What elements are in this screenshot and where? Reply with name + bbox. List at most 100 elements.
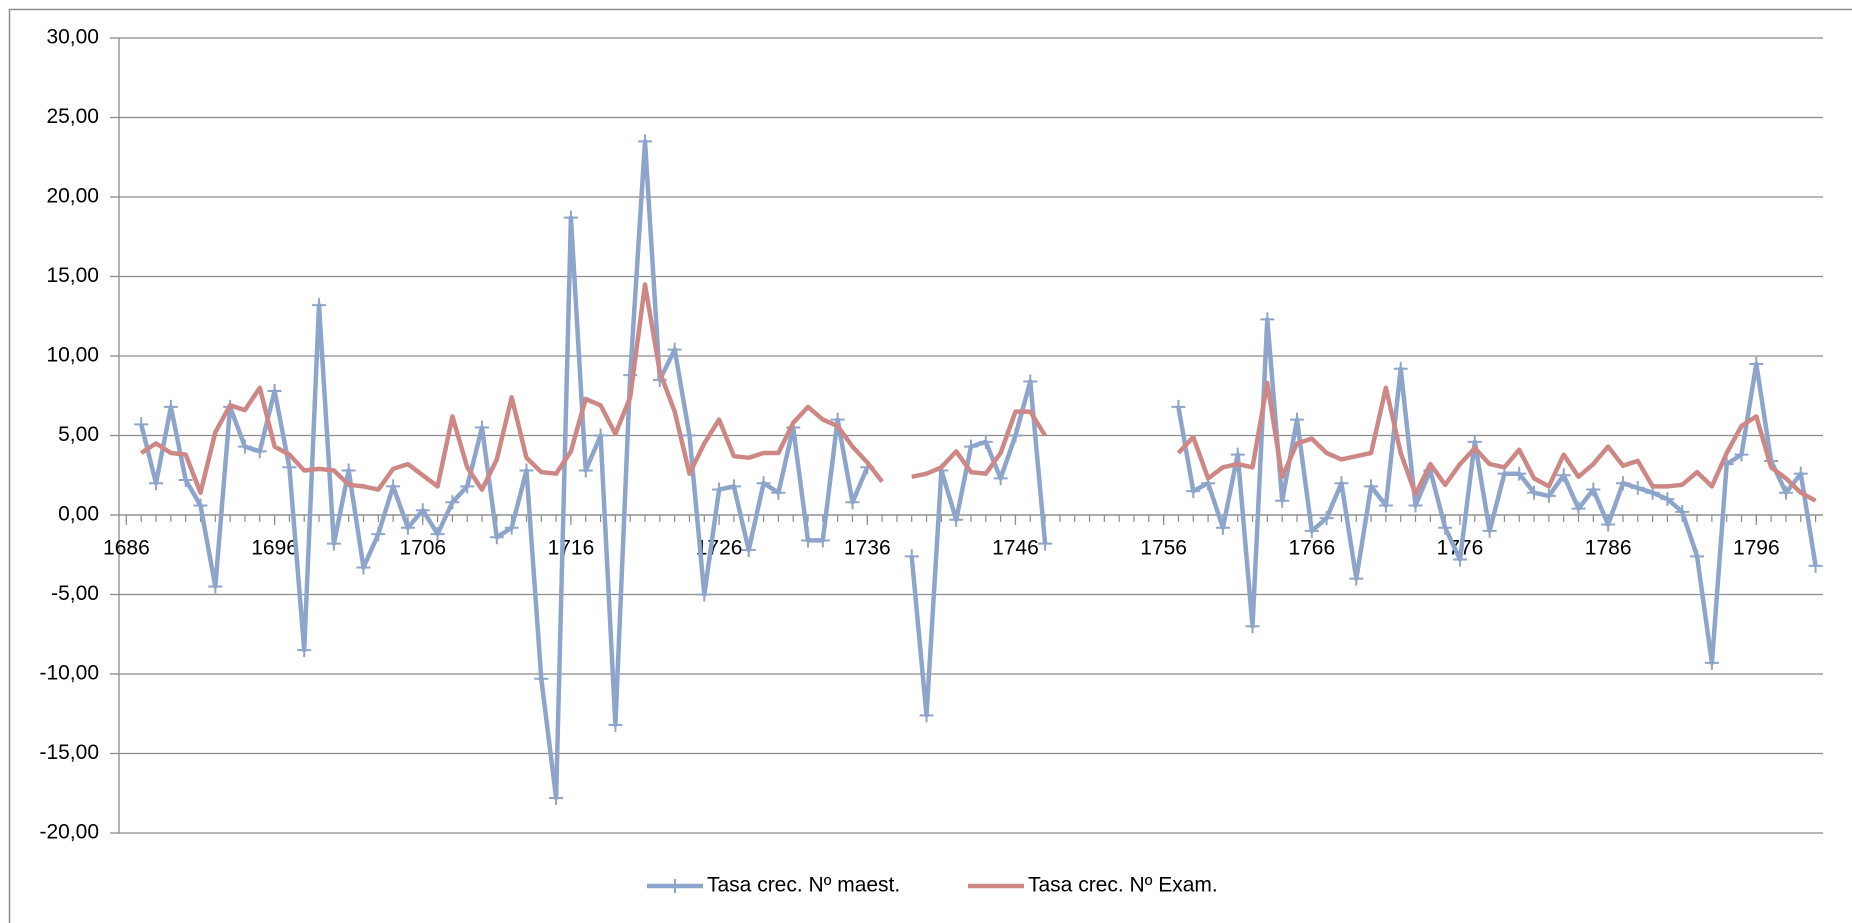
marker — [549, 791, 564, 806]
marker — [1186, 484, 1201, 499]
x-tick-label: 1726 — [696, 537, 743, 560]
marker — [237, 439, 252, 454]
marker — [149, 476, 164, 491]
marker — [949, 512, 964, 527]
marker — [682, 428, 697, 443]
x-tick-label: 1716 — [548, 537, 595, 560]
marker — [1601, 517, 1616, 532]
marker — [1260, 312, 1275, 327]
marker — [1393, 361, 1408, 376]
y-tick-label: -20,00 — [39, 821, 99, 844]
series-line — [139, 282, 1817, 503]
legend-item: Tasa crec. Nº maest. — [647, 874, 900, 897]
y-tick-label: -5,00 — [51, 582, 99, 605]
x-tick-label: 1796 — [1733, 537, 1780, 560]
legend-label: Tasa crec. Nº Exam. — [1028, 874, 1218, 897]
marker — [1630, 480, 1645, 495]
x-tick-label: 1686 — [103, 537, 150, 560]
y-tick-label: 20,00 — [46, 185, 99, 208]
marker — [460, 479, 475, 494]
marker — [1660, 492, 1675, 507]
marker — [845, 495, 860, 510]
marker — [1512, 466, 1527, 481]
marker — [1364, 479, 1379, 494]
x-tick-label: 1696 — [251, 537, 298, 560]
marker — [578, 463, 593, 478]
x-tick-label: 1736 — [844, 537, 891, 560]
marker — [1675, 504, 1690, 519]
marker — [341, 463, 356, 478]
marker — [1023, 374, 1038, 389]
marker — [312, 298, 327, 313]
marker — [1571, 501, 1586, 516]
marker — [1008, 428, 1023, 443]
x-tick-label: 1756 — [1140, 537, 1187, 560]
legend-marker — [668, 879, 682, 893]
marker — [178, 473, 193, 488]
marker — [712, 482, 727, 497]
marker — [593, 428, 608, 443]
marker — [1541, 488, 1556, 503]
marker — [193, 498, 208, 513]
marker — [1808, 558, 1823, 573]
x-tick-label: 1786 — [1585, 537, 1632, 560]
x-tick-label: 1746 — [992, 537, 1039, 560]
marker — [1482, 523, 1497, 538]
marker — [904, 549, 919, 564]
marker — [1749, 356, 1764, 371]
marker — [756, 476, 771, 491]
marker — [1556, 468, 1571, 483]
marker — [430, 527, 445, 542]
marker — [534, 671, 549, 686]
marker — [1171, 399, 1186, 414]
marker — [964, 439, 978, 454]
marker — [815, 533, 830, 548]
marker — [1319, 511, 1334, 526]
marker — [741, 542, 756, 557]
legend-item: Tasa crec. Nº Exam. — [968, 874, 1218, 897]
marker — [1778, 485, 1793, 500]
marker — [475, 420, 490, 435]
y-tick-label: 5,00 — [58, 423, 99, 446]
marker — [1378, 498, 1393, 513]
marker — [771, 485, 786, 500]
marker — [208, 579, 223, 594]
marker — [371, 527, 386, 542]
marker — [1334, 476, 1349, 491]
marker — [326, 536, 341, 551]
marker — [801, 533, 816, 548]
marker — [267, 383, 282, 398]
marker — [1038, 536, 1053, 551]
marker — [504, 520, 519, 535]
marker — [519, 463, 534, 478]
marker — [252, 444, 267, 459]
marker — [1304, 523, 1319, 538]
marker — [1527, 485, 1542, 500]
y-tick-label: 25,00 — [46, 105, 99, 128]
marker — [1245, 619, 1260, 634]
marker — [978, 434, 993, 449]
marker — [297, 643, 312, 658]
marker — [697, 587, 712, 602]
marker — [638, 134, 653, 149]
y-tick-label: 10,00 — [46, 344, 99, 367]
marker — [563, 210, 578, 225]
marker — [282, 460, 297, 475]
chart-frame — [8, 8, 1852, 923]
marker — [1289, 412, 1304, 427]
legend-label: Tasa crec. Nº maest. — [707, 874, 900, 897]
marker — [1452, 552, 1467, 567]
marker — [1230, 447, 1245, 462]
marker — [400, 520, 415, 535]
marker — [356, 560, 371, 575]
y-tick-label: 30,00 — [46, 26, 99, 49]
marker — [1793, 466, 1808, 481]
marker — [1438, 520, 1453, 535]
marker — [667, 342, 682, 357]
marker — [386, 479, 401, 494]
y-tick-label: 15,00 — [46, 264, 99, 287]
marker — [445, 495, 460, 510]
marker — [1586, 482, 1601, 497]
marker — [1615, 476, 1630, 491]
